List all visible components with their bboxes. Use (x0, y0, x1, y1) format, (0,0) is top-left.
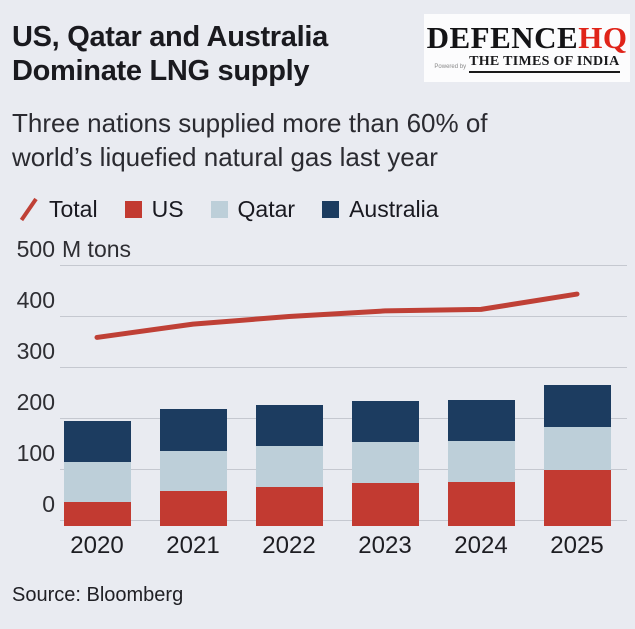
australia-swatch-icon (322, 201, 340, 218)
subtitle-line-2: world’s liquefied natural gas last year (12, 142, 438, 172)
title-line-1: US, Qatar and Australia (12, 21, 328, 53)
y-axis-unit-label: M tons (62, 236, 132, 262)
gridline-200 (60, 418, 627, 419)
bar-2020-qatar (63, 461, 131, 503)
qatar-swatch-icon (210, 201, 228, 218)
brand-subline: Powered by THE TIMES OF INDIA (434, 54, 620, 73)
legend-label-australia: Australia (349, 196, 439, 222)
gridline-500 (60, 265, 627, 266)
bar-2025-us (543, 463, 611, 526)
legend-label-qatar: Qatar (237, 196, 296, 222)
bar-2022-qatar (255, 446, 323, 488)
legend-item-total: Total (19, 196, 98, 223)
times-of-india-wordmark: THE TIMES OF INDIA (469, 54, 620, 73)
powered-by-label: Powered by (434, 64, 467, 70)
y-axis-tick-0: 0 (42, 491, 55, 517)
brand-hq-text: HQ (578, 20, 628, 55)
source-attribution: Source: Bloomberg (12, 584, 184, 606)
legend-label-total: Total (49, 196, 98, 222)
x-axis-label-2025: 2025 (550, 532, 604, 559)
brand-defence-text: DEFENCE (426, 20, 579, 55)
bar-2025-qatar (543, 427, 611, 470)
legend-label-us: US (151, 196, 184, 222)
bar-2022-australia (255, 405, 323, 447)
x-axis-label-2024: 2024 (454, 532, 508, 559)
x-axis-label-2023: 2023 (358, 532, 412, 559)
bar-2024-us (447, 475, 515, 526)
bar-2023-us (351, 476, 419, 526)
brand-wordmark: DEFENCEHQ (426, 20, 628, 55)
legend-item-us: US (124, 196, 184, 223)
chart-subtitle: Three nations supplied more than 60% of … (12, 106, 488, 174)
us-swatch-icon (124, 201, 142, 218)
gridline-100 (60, 469, 627, 470)
legend-item-australia: Australia (322, 196, 439, 223)
x-axis-label-2022: 2022 (262, 532, 316, 559)
legend-item-qatar: Qatar (210, 196, 296, 223)
title-line-2: Dominate LNG supply (12, 55, 310, 87)
chart-legend: Total US Qatar Australia (19, 196, 439, 223)
bar-2022-us (255, 481, 323, 526)
bar-2020-australia (63, 421, 131, 462)
bar-2024-australia (447, 399, 515, 441)
bar-2025-australia (543, 384, 611, 428)
bar-2021-australia (159, 408, 227, 451)
defencehq-logo: DEFENCEHQ Powered by THE TIMES OF INDIA (424, 14, 630, 82)
subtitle-line-1: Three nations supplied more than 60% of (12, 108, 488, 138)
y-axis-tick-500: 500 (16, 236, 55, 262)
y-axis-tick-200: 200 (16, 389, 55, 415)
bar-2024-qatar (447, 440, 515, 482)
x-axis-label-2020: 2020 (70, 532, 124, 559)
y-axis-tick-300: 300 (16, 338, 55, 364)
gridline-300 (60, 367, 627, 368)
y-axis-tick-400: 400 (16, 287, 55, 313)
page-title: US, Qatar and Australia Dominate LNG sup… (12, 20, 328, 88)
y-axis-tick-100: 100 (16, 440, 55, 466)
bar-2023-qatar (351, 442, 419, 483)
bar-2021-qatar (159, 450, 227, 492)
total-line-slash-icon (19, 197, 38, 222)
gridline-400 (60, 316, 627, 317)
bar-2021-us (159, 485, 227, 526)
bar-2023-australia (351, 401, 419, 443)
x-axis-label-2021: 2021 (166, 532, 220, 559)
gridline-0 (60, 520, 627, 521)
